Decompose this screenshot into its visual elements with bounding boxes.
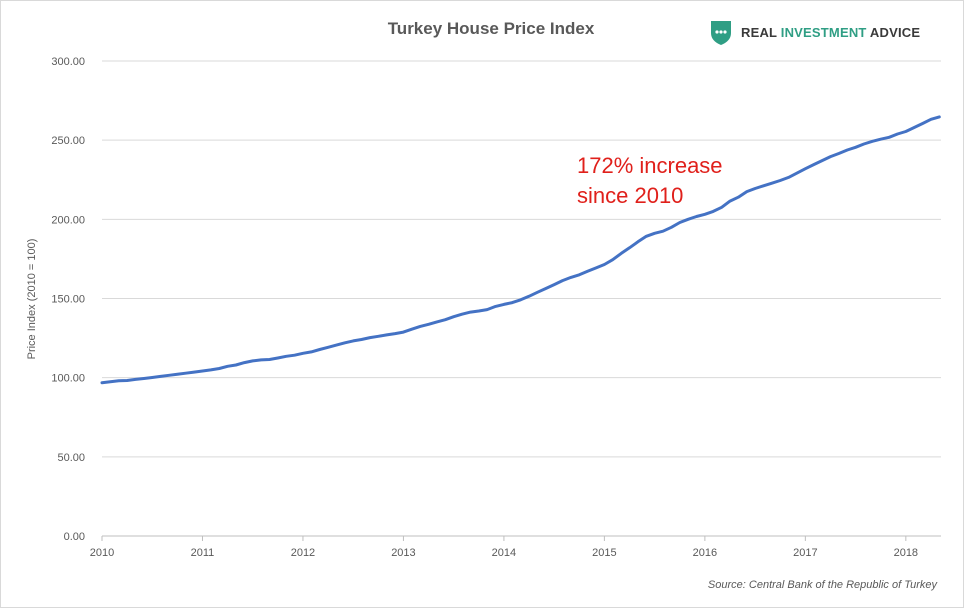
brand-word-3: ADVICE: [869, 24, 921, 40]
source-note: Source: Central Bank of the Republic of …: [707, 579, 937, 591]
increase-annotation: 172% increase since 2010: [577, 151, 777, 211]
y-tick-label: 200.00: [51, 214, 85, 226]
annotation-line-1: 172% increase: [577, 153, 723, 178]
x-tick-label: 2015: [592, 547, 616, 559]
y-tick-label: 300.00: [51, 56, 85, 68]
x-tick-label: 2012: [291, 547, 315, 559]
x-tick-label: 2014: [492, 547, 516, 559]
brand-name: REAL INVESTMENT ADVICE: [741, 25, 920, 40]
shield-icon: [711, 21, 731, 45]
y-tick-label: 50.00: [57, 452, 85, 464]
y-tick-label: 250.00: [51, 135, 85, 147]
y-tick-label: 150.00: [51, 294, 85, 306]
brand-word-1: REAL: [741, 24, 777, 40]
x-tick-label: 2011: [191, 547, 215, 559]
x-tick-label: 2010: [90, 547, 114, 559]
x-tick-label: 2017: [793, 547, 817, 559]
brand-word-2: INVESTMENT: [780, 24, 867, 40]
y-tick-label: 100.00: [51, 373, 85, 385]
y-tick-label: 0.00: [64, 531, 85, 543]
series-line: [100, 115, 941, 385]
annotation-line-2: since 2010: [577, 183, 684, 208]
x-tick-label: 2018: [894, 547, 918, 559]
brand-logo: REAL INVESTMENT ADVICE: [709, 18, 920, 46]
chart-title: Turkey House Price Index: [387, 19, 595, 38]
x-tick-label: 2013: [391, 547, 415, 559]
x-tick-label: 2016: [693, 547, 717, 559]
